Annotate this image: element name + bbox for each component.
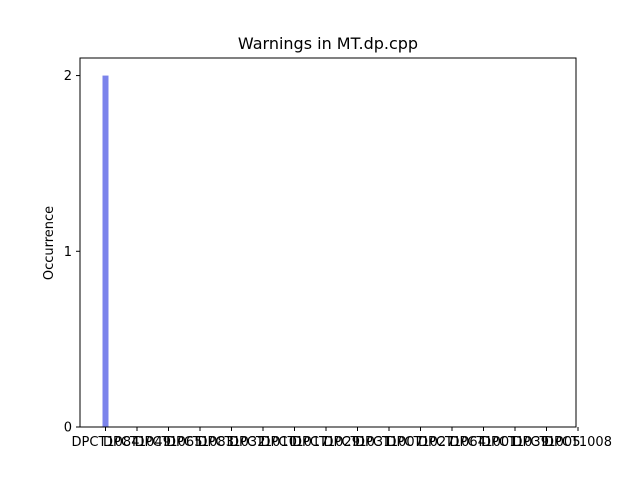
x-tick-label: DPCT1010 [229,435,297,450]
bar-dpct1084 [102,75,109,428]
x-axis-ticks: DPCT1084DPCT1049DPCT1065DPCT1083DPCT1032… [72,427,612,450]
x-tick-label: DPCT1064 [418,435,486,450]
y-axis-ticks: 0 1 2 [64,69,80,436]
x-tick-label: DPCT1007 [355,435,423,450]
y-tick-label: 1 [64,245,72,260]
x-tick-label: DPCT1001 [450,435,518,450]
y-axis-label: Occurrence [42,206,57,280]
y-tick-label: 0 [64,421,72,436]
bars-group [102,75,109,428]
x-tick-label: DPCT1029 [292,435,360,450]
x-tick-label: DPCT1031 [324,435,392,450]
x-tick-label: DPCT1039 [481,435,549,450]
x-tick-label: DPCT1032 [198,435,266,450]
y-tick-label: 2 [64,69,72,84]
plot-frame [79,57,577,428]
x-tick-label: DPCT1008 [544,435,612,450]
x-tick-label: DPCT1005 [513,435,581,450]
x-tick-label: DPCT1083 [166,435,234,450]
x-tick-label: DPCT1065 [135,435,203,450]
x-tick-label: DPCT1017 [261,435,329,450]
x-tick-label: DPCT1027 [387,435,455,450]
x-tick-label: DPCT1084 [72,435,140,450]
chart-title: Warnings in MT.dp.cpp [238,34,418,53]
x-tick-label: DPCT1049 [103,435,171,450]
